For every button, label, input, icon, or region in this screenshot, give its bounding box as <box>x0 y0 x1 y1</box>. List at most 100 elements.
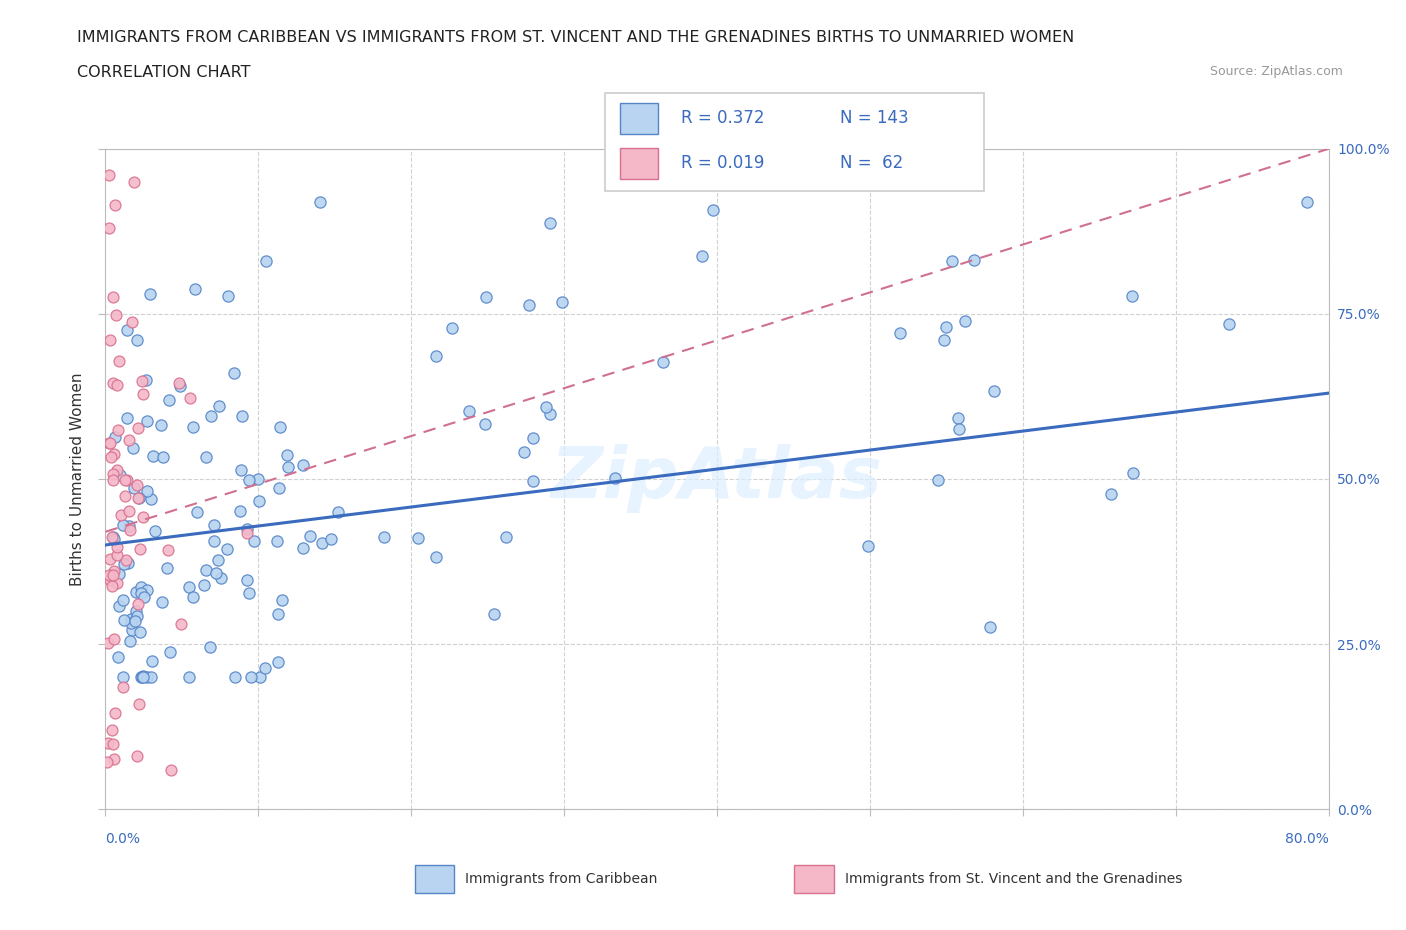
Point <box>136 670 159 684</box>
Point <box>440 321 463 336</box>
Point <box>103 632 125 647</box>
Point <box>114 488 136 503</box>
Point <box>1218 316 1240 331</box>
Point <box>202 517 225 532</box>
Point <box>204 566 226 581</box>
Point <box>889 326 911 340</box>
Point <box>101 375 124 390</box>
Point <box>107 650 129 665</box>
Point <box>167 376 190 391</box>
Point <box>603 471 626 485</box>
Point <box>291 458 314 472</box>
Point <box>132 668 155 683</box>
Point <box>125 477 148 492</box>
Point <box>482 607 505 622</box>
Point <box>425 349 447 364</box>
Point <box>124 604 146 618</box>
Point <box>115 472 138 487</box>
Point <box>236 525 259 540</box>
Point <box>132 510 155 525</box>
Point <box>702 203 724 218</box>
Point <box>156 542 179 557</box>
Point <box>98 573 121 588</box>
Point <box>129 541 152 556</box>
Point <box>522 473 544 488</box>
Point <box>129 670 152 684</box>
Point <box>238 472 260 487</box>
Point <box>170 617 193 631</box>
Point <box>145 524 167 538</box>
Point <box>122 440 145 455</box>
Point <box>101 472 124 487</box>
Point <box>218 288 240 303</box>
Point <box>551 295 574 310</box>
Point <box>858 538 880 553</box>
Point <box>97 636 120 651</box>
Point <box>1296 194 1319 209</box>
Point <box>474 417 496 432</box>
Point <box>139 492 162 507</box>
Point <box>100 449 122 464</box>
Point <box>115 323 138 338</box>
Text: R = 0.372: R = 0.372 <box>681 110 763 127</box>
Point <box>194 449 217 464</box>
Point <box>149 418 172 432</box>
Point <box>207 553 229 568</box>
Point <box>276 448 298 463</box>
Point <box>152 449 174 464</box>
Point <box>132 670 155 684</box>
Bar <box>620 103 658 134</box>
Point <box>97 736 120 751</box>
Point <box>249 670 271 684</box>
Point <box>177 670 200 684</box>
Point <box>1121 465 1143 480</box>
Point <box>101 530 124 545</box>
Point <box>935 320 957 335</box>
Point <box>941 254 963 269</box>
Point <box>112 680 135 695</box>
Point <box>107 353 129 368</box>
Point <box>111 670 134 684</box>
Point <box>948 421 970 436</box>
Point <box>955 314 977 329</box>
Point <box>98 435 121 450</box>
Point <box>229 504 252 519</box>
Point <box>128 697 150 711</box>
Point <box>267 481 290 496</box>
Text: Immigrants from Caribbean: Immigrants from Caribbean <box>465 871 658 886</box>
Point <box>321 531 343 546</box>
Point <box>103 532 125 547</box>
Point <box>105 548 128 563</box>
FancyBboxPatch shape <box>605 93 984 191</box>
Point <box>517 298 540 312</box>
Point <box>100 578 122 593</box>
Bar <box>620 148 658 179</box>
Point <box>97 435 120 450</box>
Point <box>946 410 969 425</box>
Text: N =  62: N = 62 <box>839 154 903 172</box>
Text: 80.0%: 80.0% <box>1285 832 1329 846</box>
Text: ZipAtlas: ZipAtlas <box>551 445 883 513</box>
Point <box>224 365 246 380</box>
Point <box>122 175 145 190</box>
Text: IMMIGRANTS FROM CARIBBEAN VS IMMIGRANTS FROM ST. VINCENT AND THE GRENADINES BIRT: IMMIGRANTS FROM CARIBBEAN VS IMMIGRANTS … <box>77 30 1074 45</box>
Point <box>927 472 949 487</box>
Point <box>236 572 259 587</box>
Point <box>194 563 217 578</box>
Point <box>425 550 447 565</box>
Point <box>495 530 517 545</box>
Point <box>231 463 253 478</box>
Point <box>136 414 159 429</box>
Point <box>179 391 201 405</box>
Point <box>118 503 141 518</box>
Point <box>107 422 129 437</box>
Point <box>118 519 141 534</box>
Point <box>124 585 146 600</box>
Point <box>131 579 153 594</box>
Text: Immigrants from St. Vincent and the Grenadines: Immigrants from St. Vincent and the Gren… <box>845 871 1182 886</box>
Point <box>103 737 125 751</box>
Point <box>181 419 204 434</box>
Point <box>979 619 1001 634</box>
Point <box>112 592 135 607</box>
Point <box>103 564 125 578</box>
